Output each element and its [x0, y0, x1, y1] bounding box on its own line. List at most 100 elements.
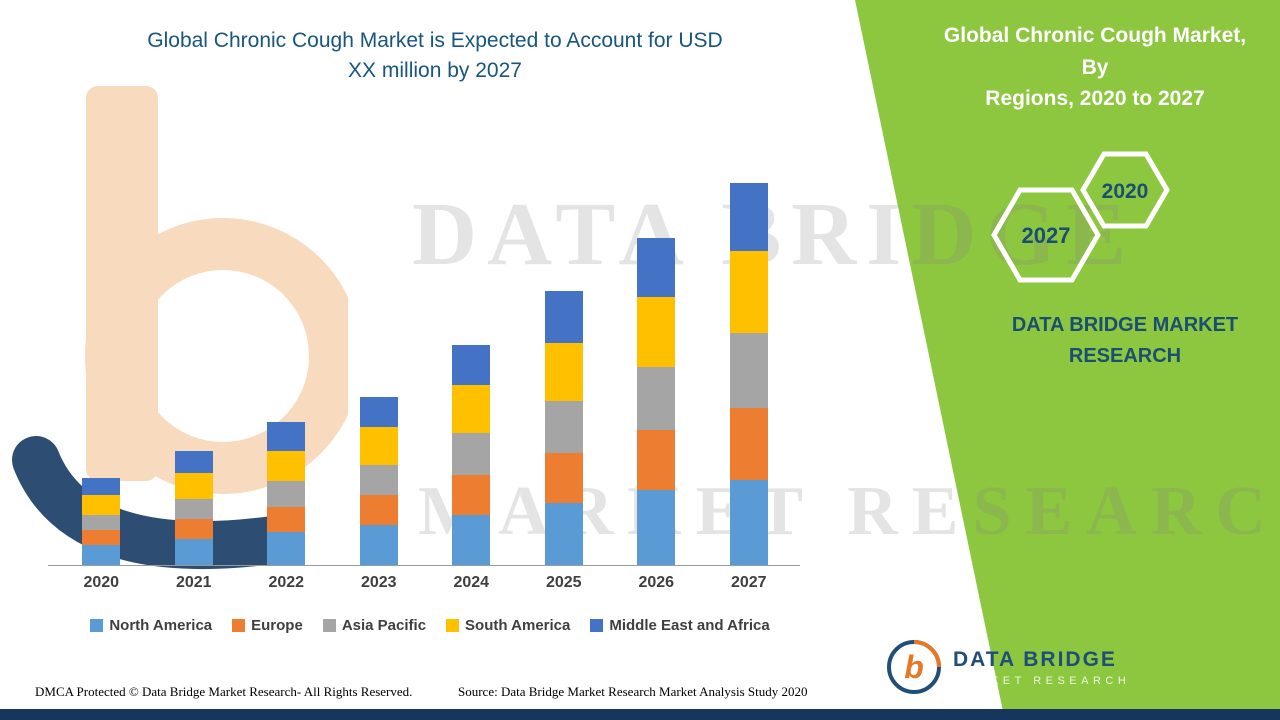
- side-panel-title: Global Chronic Cough Market, By Regions,…: [930, 20, 1260, 115]
- legend-item: Asia Pacific: [322, 617, 427, 634]
- bar-segment: [452, 433, 491, 475]
- source-text: Source: Data Bridge Market Research Mark…: [458, 684, 808, 699]
- bar-segment: [637, 490, 676, 565]
- legend-swatch: [446, 619, 460, 632]
- bar-segment: [359, 397, 398, 427]
- bar-segment: [174, 519, 213, 539]
- bar-segment: [267, 532, 306, 565]
- bar-segment: [729, 333, 768, 408]
- bar-segment: [359, 427, 398, 465]
- bar-segment: [82, 495, 121, 515]
- bar-segment: [267, 422, 306, 451]
- bar-segment: [544, 291, 583, 343]
- stacked-bar-2023: [359, 397, 398, 565]
- stacked-bar-2022: [267, 422, 306, 565]
- legend-label: Middle East and Africa: [609, 617, 770, 634]
- bar-segment: [544, 343, 583, 401]
- side-panel-brand: DATA BRIDGE MARKET RESEARCH: [985, 310, 1265, 372]
- legend-label: Europe: [251, 617, 303, 634]
- stacked-bar-2020: [82, 478, 121, 565]
- legend-swatch: [590, 619, 604, 632]
- hexagon-year-badges: 2027 2020: [991, 151, 1170, 283]
- watermark-b-bowl: [85, 218, 348, 494]
- side-panel-title-line1: Global Chronic Cough Market, By: [943, 24, 1247, 79]
- watermark-text-line1: DATA BRIDGE: [412, 185, 1137, 284]
- bar-segment: [729, 480, 768, 565]
- brand-logo-name: DATA BRIDGE: [953, 647, 1117, 671]
- bar-segment: [729, 251, 768, 333]
- brand-logo-b: b: [904, 649, 924, 685]
- bar-segment: [267, 451, 306, 481]
- stacked-bar-chart: [55, 165, 795, 565]
- bar-segment: [174, 451, 213, 473]
- chart-title-line2: XX million by 2027: [348, 59, 522, 83]
- x-axis-label: 2023: [360, 574, 397, 591]
- stacked-bar-2021: [174, 451, 213, 565]
- x-axis-label: 2027: [730, 574, 767, 591]
- bar-segment: [637, 367, 676, 430]
- bar-segment: [544, 401, 583, 453]
- chart-title: Global Chronic Cough Market is Expected …: [55, 26, 815, 87]
- x-axis-labels: 2020 2021 2022 2023 2024 2025 2026 2027: [55, 574, 795, 592]
- bar-segment: [174, 499, 213, 519]
- legend-item: Middle East and Africa: [590, 617, 770, 634]
- legend-swatch: [90, 619, 104, 632]
- bar-segment: [267, 481, 306, 507]
- legend-label: South America: [465, 617, 571, 634]
- bar-segment: [359, 525, 398, 565]
- x-axis-label: 2022: [268, 574, 305, 591]
- legend-label: North America: [109, 617, 213, 634]
- bar-segment: [452, 475, 491, 515]
- bar-segment: [82, 530, 121, 545]
- hexagon-2027: [991, 187, 1101, 283]
- side-panel-title-line2: Regions, 2020 to 2027: [985, 87, 1205, 110]
- bar-segment: [729, 183, 768, 251]
- x-axis-label: 2024: [453, 574, 490, 591]
- x-axis-label: 2020: [83, 574, 120, 591]
- legend-item: South America: [446, 617, 570, 634]
- bar-segment: [637, 297, 676, 367]
- x-axis-label: 2021: [175, 574, 212, 591]
- x-axis-line: [48, 565, 800, 566]
- bar-segment: [82, 478, 121, 495]
- chart-title-line1: Global Chronic Cough Market is Expected …: [147, 29, 723, 52]
- bar-segment: [174, 473, 213, 499]
- bar-segment: [267, 507, 306, 532]
- legend-swatch: [322, 619, 336, 632]
- hexagon-2020: [1080, 151, 1170, 229]
- legend-item: Europe: [232, 617, 303, 634]
- bar-segment: [452, 345, 491, 385]
- x-axis-label: 2026: [638, 574, 675, 591]
- stacked-bar-2026: [637, 238, 676, 565]
- bar-segment: [452, 515, 491, 565]
- bar-segment: [637, 430, 676, 490]
- bottom-bar: [0, 709, 1280, 720]
- bar-segment: [452, 385, 491, 433]
- stacked-bar-2024: [452, 345, 491, 565]
- stacked-bar-2025: [544, 291, 583, 565]
- legend-swatch: [232, 619, 246, 632]
- bar-segment: [637, 238, 676, 297]
- brand-logo-icon: b: [887, 640, 941, 694]
- legend-item: North America: [90, 617, 212, 634]
- bar-segment: [359, 495, 398, 525]
- brand-logo: b DATA BRIDGE MARKET RESEARCH: [885, 638, 1130, 696]
- dmca-text: DMCA Protected © Data Bridge Market Rese…: [35, 684, 413, 699]
- brand-logo-arc: [913, 640, 941, 668]
- stacked-bar-2027: [729, 183, 768, 565]
- legend-label: Asia Pacific: [341, 617, 427, 634]
- hexagon-2027-label: 2027: [1022, 223, 1071, 248]
- bar-segment: [544, 453, 583, 503]
- chart-legend: North America Europe Asia Pacific South Ame…: [30, 617, 830, 634]
- hexagon-2020-label: 2020: [1102, 180, 1149, 203]
- bar-segment: [82, 515, 121, 530]
- bar-segment: [174, 539, 213, 565]
- bar-segment: [544, 503, 583, 565]
- x-axis-label: 2025: [545, 574, 582, 591]
- bar-segment: [82, 545, 121, 565]
- bar-segment: [729, 408, 768, 480]
- brand-logo-texts: DATA BRIDGE MARKET RESEARCH: [953, 648, 1130, 687]
- bar-segment: [359, 465, 398, 495]
- side-panel-brand-line2: RESEARCH: [1068, 345, 1182, 367]
